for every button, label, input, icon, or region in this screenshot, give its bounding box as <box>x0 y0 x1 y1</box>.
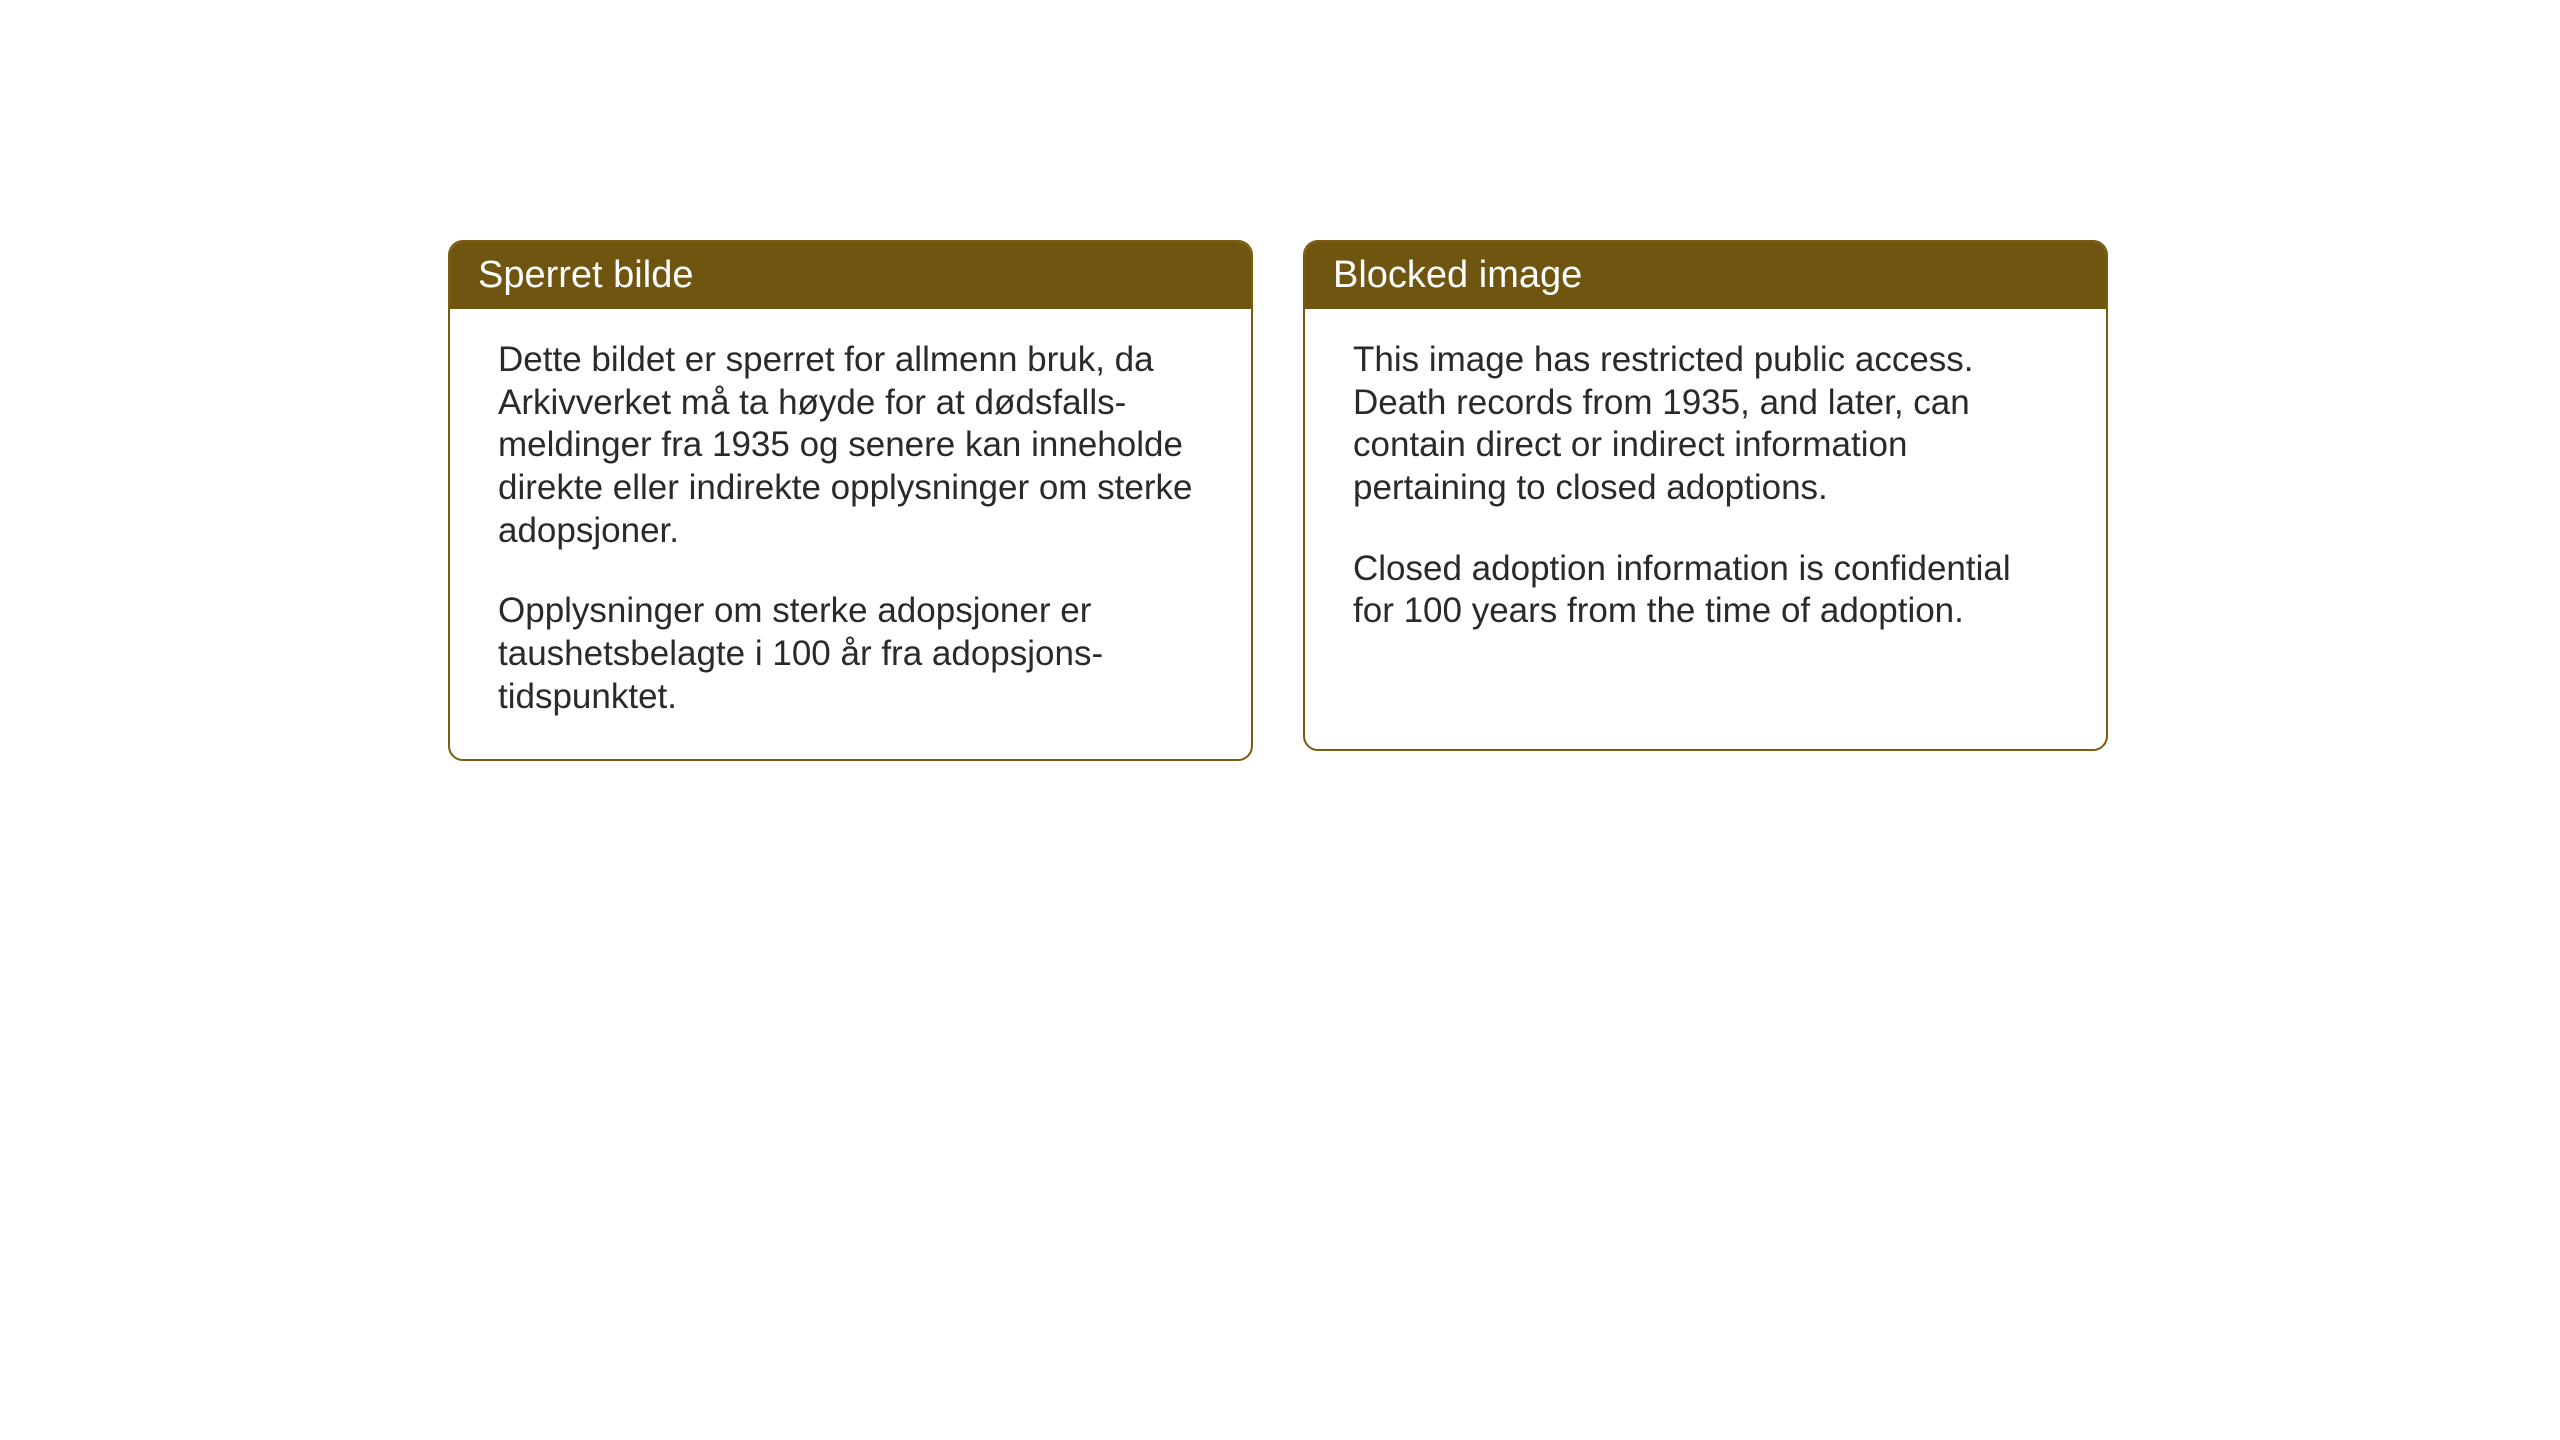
english-paragraph-2: Closed adoption information is confident… <box>1353 548 2058 633</box>
norwegian-card-body: Dette bildet er sperret for allmenn bruk… <box>450 309 1251 759</box>
notice-container: Sperret bilde Dette bildet er sperret fo… <box>448 240 2108 761</box>
english-paragraph-1: This image has restricted public access.… <box>1353 339 2058 510</box>
norwegian-paragraph-2: Opplysninger om sterke adopsjoner er tau… <box>498 590 1203 718</box>
english-notice-card: Blocked image This image has restricted … <box>1303 240 2108 751</box>
english-card-body: This image has restricted public access.… <box>1305 309 2106 673</box>
english-card-title: Blocked image <box>1305 242 2106 309</box>
norwegian-notice-card: Sperret bilde Dette bildet er sperret fo… <box>448 240 1253 761</box>
norwegian-paragraph-1: Dette bildet er sperret for allmenn bruk… <box>498 339 1203 552</box>
norwegian-card-title: Sperret bilde <box>450 242 1251 309</box>
